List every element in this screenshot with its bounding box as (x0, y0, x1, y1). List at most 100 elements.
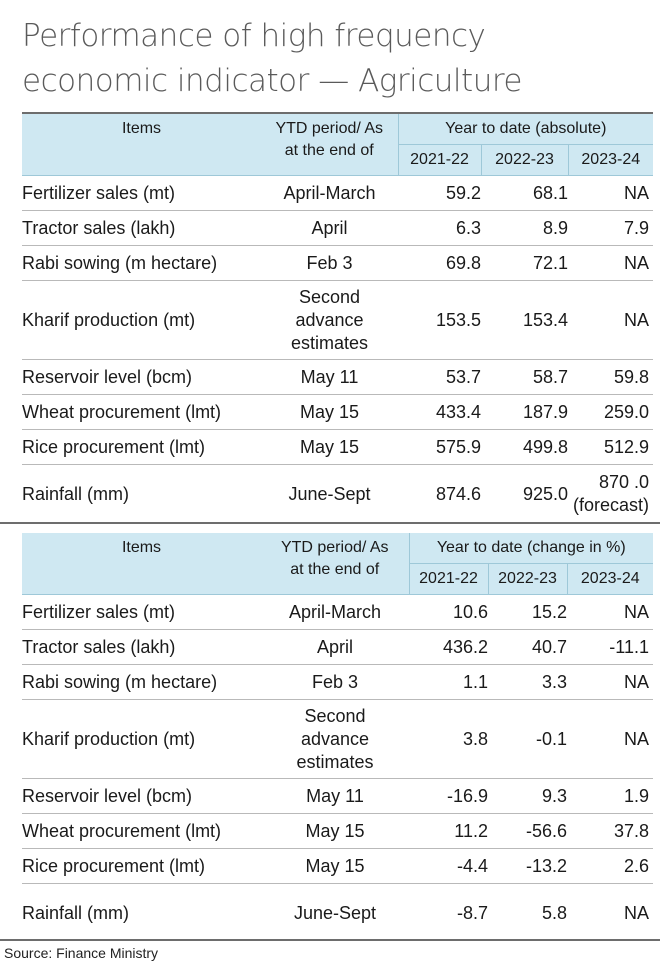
row-value: 7.9 (568, 210, 654, 246)
row-item-label: Rainfall (mm) (22, 903, 130, 924)
row-period: Feb 3 (261, 664, 409, 700)
row-value: 499.8 (481, 429, 568, 465)
row-value: 68.1 (481, 175, 568, 211)
row-value: 59.8 (568, 359, 654, 395)
row-value: 153.4 (481, 280, 568, 360)
table-row: Rabi sowing (m hectare) Feb 3 1.1 3.3 NA (22, 664, 653, 700)
row-value: 9.3 (488, 778, 567, 814)
table-row: Rice procurement (lmt) May 15 -4.4 -13.2 2.6 (22, 848, 653, 884)
row-period: April-March (261, 594, 409, 630)
page-title: Performance of high frequency economic i… (22, 14, 652, 104)
table-row: Rainfall (mm) June-Sept 874.6 925.0 870 .0 (f… (22, 465, 653, 524)
header-year: 2023-24 (566, 563, 653, 595)
row-value: 15.2 (488, 594, 567, 630)
row-value: -4.4 (409, 848, 488, 884)
row-item-label: Wheat procurement (lmt) (22, 813, 261, 849)
row-item-label: Rice procurement (lmt) (22, 848, 261, 884)
row-value: 8.9 (481, 210, 568, 246)
row-value: 3.8 (409, 699, 488, 779)
row-value: -8.7 (456, 903, 488, 924)
row-value: 874.6 (435, 483, 481, 504)
row-value: -13.2 (488, 848, 567, 884)
row-item-label: Reservoir level (bcm) (22, 359, 261, 395)
table-row: Fertilizer sales (mt) April-March 10.6 15.2… (22, 594, 653, 630)
table-row: Rainfall (mm) June-Sept -8.7 5.8 NA (22, 884, 653, 944)
row-value: 433.4 (398, 394, 481, 430)
row-value: 436.2 (409, 629, 488, 665)
row-value: 40.7 (488, 629, 567, 665)
change-table-body: Fertilizer sales (mt) April-March 10.6 15.2… (22, 594, 653, 944)
row-value: 37.8 (567, 813, 653, 849)
header-period: YTD period/ As at the end of (261, 533, 409, 595)
table-row: Rabi sowing (m hectare) Feb 3 69.8 72.1 NA (22, 245, 654, 281)
header-group: Year to date (change in %) (408, 533, 653, 564)
row-value: 512.9 (568, 429, 654, 465)
row-value: NA (567, 594, 653, 630)
row-value: NA (568, 175, 654, 211)
bottom-rule (0, 939, 660, 941)
row-value: -56.6 (488, 813, 567, 849)
row-value: NA (568, 245, 654, 281)
row-item-label: Rabi sowing (m hectare) (22, 664, 261, 700)
row-item-label: Kharif production (mt) (22, 699, 261, 779)
row-value: 259.0 (568, 394, 654, 430)
header-year: 2021-22 (408, 563, 488, 595)
row-period: April-March (261, 175, 398, 211)
row-value: 11.2 (409, 813, 488, 849)
row-value: NA (567, 699, 653, 779)
row-item-label: Kharif production (mt) (22, 280, 261, 360)
title-line-2: economic indicator — Agriculture (22, 63, 522, 99)
row-period: June-Sept (293, 903, 377, 924)
row-value: 58.7 (481, 359, 568, 395)
row-value: 187.9 (481, 394, 568, 430)
row-value: 6.3 (398, 210, 481, 246)
row-item-label: Tractor sales (lakh) (22, 210, 261, 246)
row-period: Feb 3 (261, 245, 398, 281)
row-period: May 15 (261, 813, 409, 849)
row-value: 925.0 (522, 483, 568, 504)
row-item-label: Rainfall (mm) (22, 483, 130, 504)
table-row: Kharif production (mt) Second advance est… (22, 280, 654, 360)
table-row: Reservoir level (bcm) May 11 -16.9 9.3 1.9 (22, 778, 653, 814)
row-value: 153.5 (398, 280, 481, 360)
row-value: 53.7 (398, 359, 481, 395)
table-row: Wheat procurement (lmt) May 15 433.4 187.9 2… (22, 394, 654, 430)
top-rule (22, 112, 653, 114)
row-item-label: Rice procurement (lmt) (22, 429, 261, 465)
table-row: Fertilizer sales (mt) April-March 59.2 68.1… (22, 175, 654, 211)
header-group: Year to date (absolute) (397, 114, 654, 145)
header-year: 2022-23 (480, 144, 568, 176)
row-value: 2.6 (567, 848, 653, 884)
row-period: May 15 (261, 848, 409, 884)
row-value: 69.8 (398, 245, 481, 281)
table-row: Tractor sales (lakh) April 6.3 8.9 7.9 (22, 210, 654, 246)
table-row: Tractor sales (lakh) April 436.2 40.7 -11.1 (22, 629, 653, 665)
header-period: YTD period/ As at the end of (261, 114, 398, 176)
row-period: May 15 (261, 394, 398, 430)
row-period: April (261, 629, 409, 665)
source-note: Source: Finance Ministry (4, 945, 159, 961)
row-value: NA (568, 280, 654, 360)
row-value: 10.6 (409, 594, 488, 630)
row-period: May 11 (261, 359, 398, 395)
row-value: 72.1 (481, 245, 568, 281)
row-value: 1.1 (409, 664, 488, 700)
row-item-label: Fertilizer sales (mt) (22, 594, 261, 630)
row-value: 870 .0 (forecast) (568, 465, 653, 524)
header-year: 2022-23 (487, 563, 567, 595)
row-value: -11.1 (567, 629, 653, 665)
table-row: Reservoir level (bcm) May 11 53.7 58.7 59.8 (22, 359, 654, 395)
forecast-note: (forecast) (573, 495, 650, 515)
table-row: Wheat procurement (lmt) May 15 11.2 -56.6 37… (22, 813, 653, 849)
row-value: -0.1 (488, 699, 567, 779)
row-period: April (261, 210, 398, 246)
row-period: May 11 (261, 778, 409, 814)
row-value: 1.9 (567, 778, 653, 814)
row-item-label: Rabi sowing (m hectare) (22, 245, 261, 281)
header-items: Items (22, 533, 261, 595)
row-value: 59.2 (398, 175, 481, 211)
row-value: 3.3 (488, 664, 567, 700)
title-line-1: Performance of high frequency (22, 18, 486, 54)
row-value: 5.8 (541, 903, 567, 924)
absolute-table: Items YTD period/ As at the end of Year … (22, 114, 654, 524)
